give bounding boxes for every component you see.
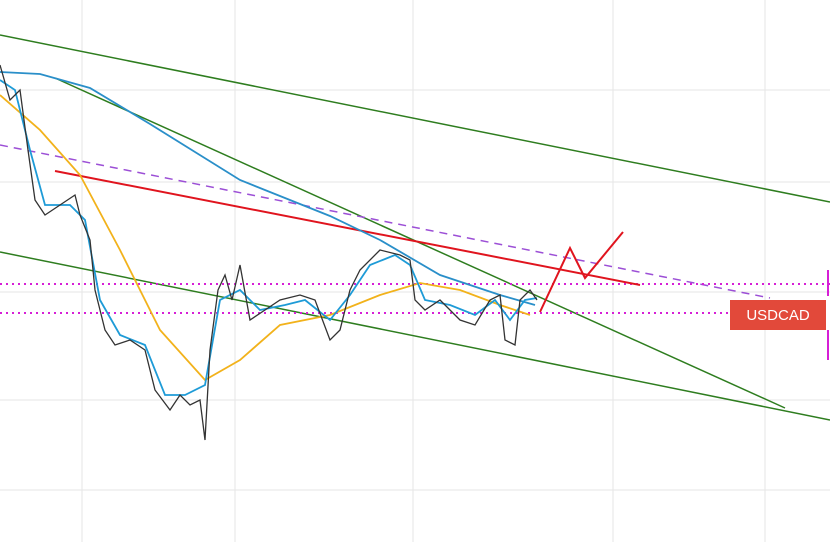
symbol-tag: USDCAD — [746, 307, 810, 324]
dashed-channel — [0, 144, 771, 299]
resistance-line — [54, 170, 641, 286]
symbol-tag-box — [730, 300, 826, 330]
projection-path — [539, 231, 624, 313]
slow-average — [0, 71, 536, 306]
price — [0, 64, 538, 441]
medium-average — [0, 94, 531, 382]
